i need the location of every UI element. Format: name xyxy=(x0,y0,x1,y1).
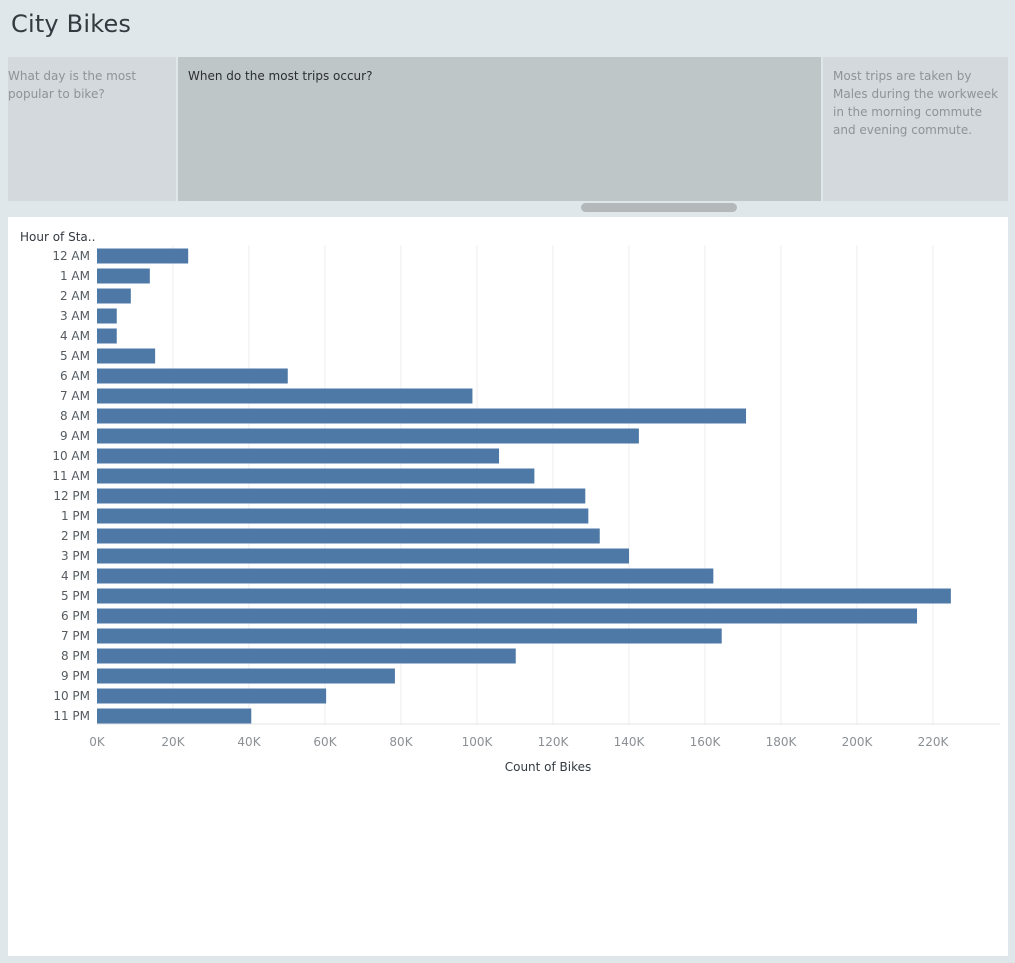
x-tick-label: 120K xyxy=(538,735,570,749)
bar[interactable] xyxy=(97,488,586,504)
x-tick-label: 60K xyxy=(313,735,337,749)
bar[interactable] xyxy=(97,668,395,684)
story-navigator: What day is the most popular to bike? Wh… xyxy=(8,57,1008,201)
bar[interactable] xyxy=(97,528,600,544)
row-label: 9 PM xyxy=(61,669,90,683)
bar[interactable] xyxy=(97,648,516,664)
row-label: 4 PM xyxy=(61,569,90,583)
row-label: 3 PM xyxy=(61,549,90,563)
row-label: 12 AM xyxy=(52,249,90,263)
bar[interactable] xyxy=(97,688,327,704)
row-label: 6 AM xyxy=(60,369,90,383)
bar[interactable] xyxy=(97,708,252,724)
bar[interactable] xyxy=(97,288,131,304)
x-axis-title: Count of Bikes xyxy=(505,760,592,774)
row-label: 11 AM xyxy=(52,469,90,483)
x-tick-label: 0K xyxy=(89,735,106,749)
x-tick-label: 20K xyxy=(161,735,185,749)
row-label: 10 AM xyxy=(52,449,90,463)
bar[interactable] xyxy=(97,548,629,564)
x-tick-label: 80K xyxy=(389,735,413,749)
row-axis-header: Hour of Sta.. xyxy=(20,230,95,244)
bar[interactable] xyxy=(97,268,150,284)
bar[interactable] xyxy=(97,588,951,604)
bar[interactable] xyxy=(97,308,117,324)
bar[interactable] xyxy=(97,348,156,364)
bar[interactable] xyxy=(97,568,714,584)
row-label: 5 PM xyxy=(61,589,90,603)
x-tick-label: 200K xyxy=(842,735,874,749)
row-label: 7 AM xyxy=(60,389,90,403)
bar-chart: Hour of Sta.. 12 AM 1 AM 2 AM 3 AM 4 AM 5 AM 6… xyxy=(20,230,1000,774)
row-label: 4 AM xyxy=(60,329,90,343)
x-tick-label: 180K xyxy=(766,735,798,749)
x-tick-label: 40K xyxy=(237,735,261,749)
x-axis-tick-labels: 0K 20K 40K 60K 80K 100K 120K 140K 160K 180K 200K 22… xyxy=(89,735,949,749)
row-label: 1 AM xyxy=(60,269,90,283)
bar[interactable] xyxy=(97,328,117,344)
bars xyxy=(97,248,951,724)
row-label: 2 PM xyxy=(61,529,90,543)
bar[interactable] xyxy=(97,428,639,444)
row-label: 10 PM xyxy=(53,689,90,703)
row-label: 8 PM xyxy=(61,649,90,663)
row-label: 5 AM xyxy=(60,349,90,363)
row-label: 12 PM xyxy=(53,489,90,503)
row-label: 7 PM xyxy=(61,629,90,643)
bar[interactable] xyxy=(97,608,918,624)
bar[interactable] xyxy=(97,368,288,384)
bar[interactable] xyxy=(97,508,589,524)
bar[interactable] xyxy=(97,248,189,264)
bar[interactable] xyxy=(97,628,722,644)
story-point-2[interactable]: When do the most trips occur? xyxy=(178,57,821,201)
bar[interactable] xyxy=(97,408,747,424)
row-label: 9 AM xyxy=(60,429,90,443)
x-tick-label: 140K xyxy=(614,735,646,749)
x-tick-label: 160K xyxy=(690,735,722,749)
x-tick-label: 220K xyxy=(918,735,950,749)
row-label: 8 AM xyxy=(60,409,90,423)
x-tick-label: 100K xyxy=(462,735,494,749)
bar[interactable] xyxy=(97,388,473,404)
story-point-1[interactable]: What day is the most popular to bike? xyxy=(8,57,176,201)
row-label: 6 PM xyxy=(61,609,90,623)
dashboard-title: City Bikes xyxy=(11,10,132,38)
row-label: 1 PM xyxy=(61,509,90,523)
row-label: 3 AM xyxy=(60,309,90,323)
story-scrollbar-thumb[interactable] xyxy=(581,203,737,212)
story-point-3[interactable]: Most trips are taken by Males during the… xyxy=(823,57,1008,201)
bar[interactable] xyxy=(97,468,535,484)
row-labels: 12 AM 1 AM 2 AM 3 AM 4 AM 5 AM 6 AM 7 AM 8 AM 9 A… xyxy=(52,249,90,723)
row-label: 2 AM xyxy=(60,289,90,303)
gridlines xyxy=(172,245,934,724)
bar[interactable] xyxy=(97,448,500,464)
row-label: 11 PM xyxy=(53,709,90,723)
chart-panel: Hour of Sta.. 12 AM 1 AM 2 AM 3 AM 4 AM 5 AM 6… xyxy=(8,217,1008,956)
